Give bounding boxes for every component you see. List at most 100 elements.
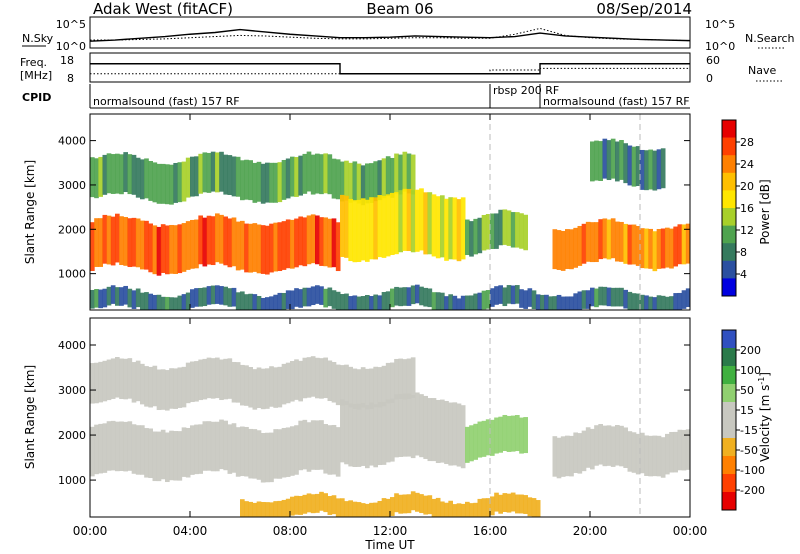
power-band-cell <box>369 197 374 260</box>
velocity-band-cell <box>369 368 374 410</box>
velocity-band-cell <box>269 366 274 407</box>
power-band-cell <box>98 218 103 267</box>
velocity-band-cell <box>235 427 241 477</box>
velocity-band-cell <box>277 366 283 408</box>
velocity-colorbar-label: Velocity [m s-1] <box>757 372 772 462</box>
power-band-cell <box>302 217 308 267</box>
colorbar-swatch <box>722 420 736 439</box>
noise-series-n-sky <box>89 28 691 42</box>
power-band-cell <box>181 294 187 310</box>
velocity-band-cell <box>327 496 333 515</box>
velocity-band-cell <box>365 405 370 469</box>
colorbar-tick-label: -50 <box>740 444 758 457</box>
velocity-band-cell <box>360 503 366 517</box>
velocity-band-cell <box>98 423 103 474</box>
power-band-cell <box>248 160 253 201</box>
power-band-cell <box>198 287 203 307</box>
velocity-band-cell <box>165 370 170 411</box>
power-band-cell <box>152 162 158 203</box>
velocity-band-cell <box>473 423 478 460</box>
power-band-cell <box>598 219 603 260</box>
velocity-band-cell <box>406 494 412 514</box>
power-band-cell <box>227 288 233 307</box>
velocity-band-cell <box>260 501 266 517</box>
colorbar-tick-label: 8 <box>740 246 747 259</box>
power-band-cell <box>381 158 387 199</box>
velocity-band-cell <box>369 502 374 517</box>
power-band-cell <box>365 199 370 262</box>
power-band-cell <box>494 286 499 305</box>
velocity-band-cell <box>106 359 112 401</box>
power-band-cell <box>606 287 612 307</box>
power-band-cell <box>419 188 424 251</box>
velocity-band-cell <box>498 494 503 514</box>
power-band-cell <box>585 290 591 309</box>
power-band-cell <box>269 296 274 310</box>
power-band-cell <box>285 219 291 269</box>
velocity-band-cell <box>215 421 220 472</box>
power-band-cell <box>652 297 658 310</box>
power-band-cell <box>448 294 453 310</box>
velocity-band-cell <box>523 417 528 454</box>
power-band-cell <box>156 163 162 204</box>
velocity-band-cell <box>256 501 262 517</box>
power-band-cell <box>277 292 283 310</box>
power-band-cell <box>515 212 520 248</box>
power-band-cell <box>185 292 191 310</box>
velocity-band-cell <box>127 358 133 399</box>
x-tick-label: 00:00 <box>73 524 108 538</box>
y-tick-label: 3000 <box>58 179 86 192</box>
power-band-cell <box>681 224 687 265</box>
power-band-cell <box>644 150 649 191</box>
velocity-band-cell <box>169 368 174 409</box>
power-band-cell <box>452 197 458 260</box>
velocity-band-cell <box>415 492 420 512</box>
n-search-tick-top: 10^5 <box>705 18 735 31</box>
power-band-cell <box>260 163 266 204</box>
power-band-cell <box>435 292 441 310</box>
power-band-cell <box>169 164 174 205</box>
power-band-cell <box>169 297 174 310</box>
power-band-cell <box>165 225 170 275</box>
velocity-band-cell <box>252 502 258 517</box>
velocity-band-cell <box>602 425 608 467</box>
power-band-cell <box>610 218 616 259</box>
velocity-band-cell <box>385 399 391 463</box>
power-band-cell <box>306 287 312 307</box>
velocity-band-cell <box>135 425 141 475</box>
velocity-band-cell <box>256 430 262 480</box>
power-band-cell <box>194 156 199 197</box>
velocity-band-cell <box>298 360 303 402</box>
velocity-band-cell <box>298 420 303 471</box>
velocity-band-cell <box>460 503 466 517</box>
power-band-cell <box>406 188 412 252</box>
velocity-band-cell <box>494 492 499 512</box>
power-band-cell <box>615 287 620 307</box>
velocity-colorbar: 200 100 50 15 -15 -50 -100 -200 <box>721 329 765 511</box>
velocity-band-cell <box>552 436 558 477</box>
velocity-band-cell <box>273 367 278 408</box>
velocity-band-cell <box>644 435 649 476</box>
velocity-band-cell <box>273 429 278 479</box>
velocity-band-cell <box>490 496 495 516</box>
velocity-band-cell <box>669 431 674 473</box>
velocity-band-cell <box>465 426 470 463</box>
colorbar-swatch <box>722 172 736 191</box>
power-band-cell <box>256 295 262 310</box>
velocity-band-cell <box>185 427 191 478</box>
power-band-cell <box>627 145 633 186</box>
power-band-cell <box>285 290 291 309</box>
power-band-cell <box>556 294 562 310</box>
power-band-cell <box>477 217 483 254</box>
power-band-cell <box>590 141 595 182</box>
velocity-band-cell <box>356 369 362 410</box>
velocity-band-cell <box>515 415 520 452</box>
power-band-cell <box>227 155 233 195</box>
power-band-cell <box>119 216 124 266</box>
power-band-cell <box>160 296 166 310</box>
velocity-band-cell <box>281 499 287 517</box>
y-tick-label: 4000 <box>58 339 86 352</box>
power-band-cell <box>415 284 420 304</box>
power-band-cell <box>298 289 303 308</box>
power-band-cell <box>581 290 587 309</box>
